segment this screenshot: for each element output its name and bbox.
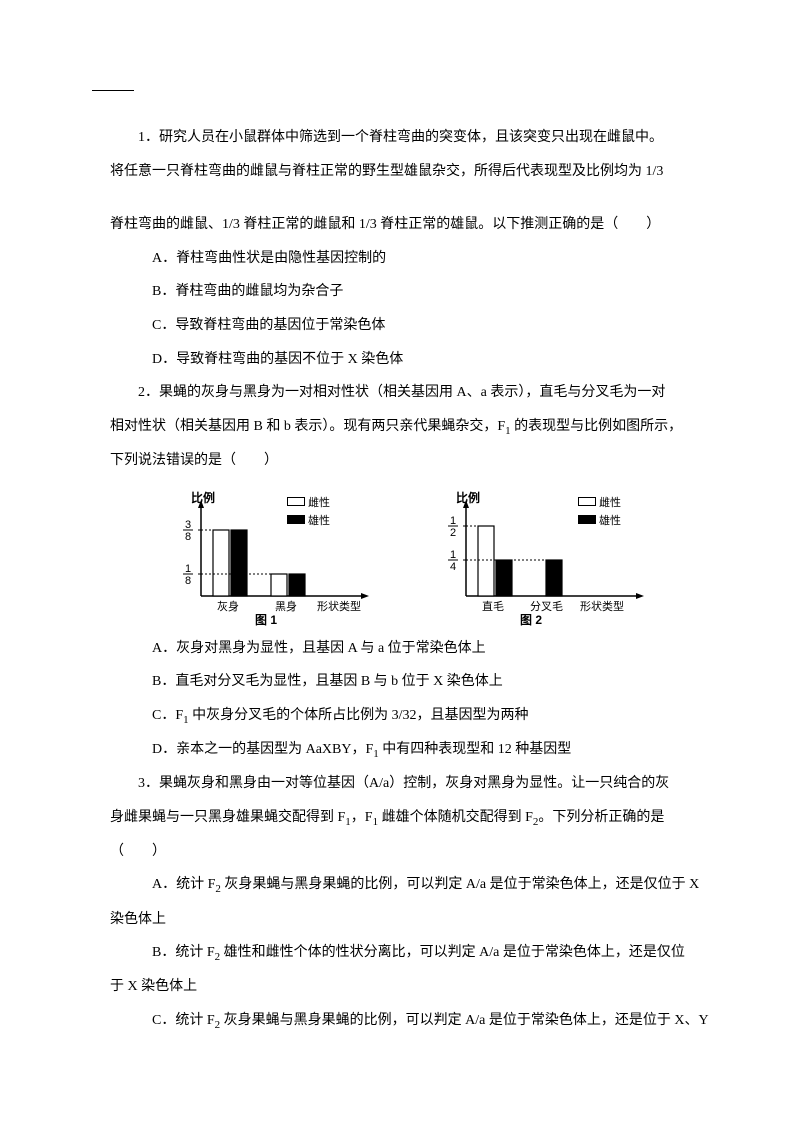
svg-text:形状类型: 形状类型: [580, 599, 624, 613]
q3-opt-a: A．统计 F2 灰身果蝇与黑身果蝇的比例，可以判定 A/a 是位于常染色体上，还…: [110, 868, 710, 902]
chart-row: 雌性 雄性 比例 3 8 1 8: [110, 488, 710, 628]
q3-b-post: 。下列分析正确的是: [538, 810, 664, 825]
q1-stem-2: 将任意一只脊柱弯曲的雌鼠与脊柱正常的野生型雄鼠杂交，所得后代表现型及比例均为 1…: [110, 155, 710, 189]
q2-opt-a: A．灰身对黑身为显性，且基因 A 与 a 位于常染色体上: [110, 632, 710, 666]
top-rule: [92, 90, 134, 91]
q2-opt-b: B．直毛对分叉毛为显性，且基因 B 与 b 位于 X 染色体上: [110, 665, 710, 699]
chart1-legend-f: 雌性: [308, 494, 330, 510]
q3-opt-a-tail: 染色体上: [110, 903, 710, 937]
q3-opt-b-tail: 于 X 染色体上: [110, 970, 710, 1004]
chart2-ylabel: 比例: [456, 490, 480, 505]
q3-b2-post: 雄性和雌性个体的性状分离比，可以判定 A/a 是位于常染色体上，还是仅位: [220, 945, 685, 960]
chart1-legend-m: 雄性: [308, 512, 330, 528]
q2-c-post: 中灰身分叉毛的个体所占比例为 3/32，且基因型为两种: [189, 708, 529, 723]
q3-stem-1: 3．果蝇灰身和黑身由一对等位基因（A/a）控制，灰身对黑身为显性。让一只纯合的灰: [110, 767, 710, 801]
svg-text:3: 3: [185, 519, 191, 531]
svg-text:2: 2: [450, 527, 456, 539]
q2-c-pre: C．F: [152, 708, 183, 723]
svg-text:图 2: 图 2: [520, 613, 542, 627]
svg-text:4: 4: [450, 561, 456, 573]
q2-stem-1: 2．果蝇的灰身与黑身为一对相对性状（相关基因用 A、a 表示），直毛与分叉毛为一…: [110, 376, 710, 410]
q2-stem-2b: 的表现型与比例如图所示，: [511, 419, 683, 434]
q2-stem-3: 下列说法错误的是（ ）: [110, 444, 710, 478]
q2-opt-d: D．亲本之一的基因型为 AaXBY，F1 中有四种表现型和 12 种基因型: [110, 733, 710, 767]
svg-text:图 1: 图 1: [255, 613, 277, 627]
legend-swatch-m-icon: [287, 515, 305, 524]
svg-text:灰身: 灰身: [217, 599, 239, 613]
q1-opt-c: C．导致脊柱弯曲的基因位于常染色体: [110, 309, 710, 343]
q3-b2-pre: B．统计 F: [152, 945, 215, 960]
q3-b-mid2: 雌雄个体随机交配得到 F: [378, 810, 533, 825]
svg-text:黑身: 黑身: [275, 599, 297, 613]
chart2-legend-f: 雌性: [599, 494, 621, 510]
q2-stem-2a: 相对性状（相关基因用 B 和 b 表示）。现有两只亲代果蝇杂交，F: [110, 419, 505, 434]
q2-stem-2: 相对性状（相关基因用 B 和 b 表示）。现有两只亲代果蝇杂交，F1 的表现型与…: [110, 410, 710, 444]
q3-opt-b: B．统计 F2 雄性和雌性个体的性状分离比，可以判定 A/a 是位于常染色体上，…: [110, 936, 710, 970]
svg-text:8: 8: [185, 531, 191, 543]
q1-stem-1: 1．研究人员在小鼠群体中筛选到一个脊柱弯曲的突变体，且该突变只出现在雌鼠中。: [110, 121, 710, 155]
q3-opt-c: C．统计 F2 灰身果蝇与黑身果蝇的比例，可以判定 A/a 是位于常染色体上，还…: [110, 1004, 710, 1038]
svg-text:8: 8: [185, 575, 191, 587]
q3-b-pre: 身雌果蝇与一只黑身雄果蝇交配得到 F: [110, 810, 345, 825]
q1-stem-3: 脊柱弯曲的雌鼠、1/3 脊柱正常的雌鼠和 1/3 脊柱正常的雄鼠。以下推测正确的…: [110, 208, 710, 242]
legend-swatch-f-icon: [287, 497, 305, 506]
q2-d-pre: D．亲本之一的基因型为 AaXBY，F: [152, 742, 373, 757]
q3-c-post: 灰身果蝇与黑身果蝇的比例，可以判定 A/a 是位于常染色体上，还是位于 X、Y: [220, 1013, 708, 1028]
q3-b-mid: ，F: [351, 810, 373, 825]
svg-text:1: 1: [185, 563, 191, 575]
svg-text:分叉毛: 分叉毛: [530, 600, 563, 613]
chart2-svg: 比例 1 2 1 4 直毛 分叉毛 形状类型 图 2: [430, 488, 655, 628]
svg-text:直毛: 直毛: [482, 599, 504, 613]
svg-text:1: 1: [450, 549, 456, 561]
q1-opt-d: D．导致脊柱弯曲的基因不位于 X 染色体: [110, 343, 710, 377]
chart1-svg: 比例 3 8 1 8 灰身 黑身: [165, 488, 390, 628]
q3-stem-3: （ ）: [110, 835, 710, 869]
legend-swatch-m2-icon: [578, 515, 596, 524]
chart2-legend-m: 雄性: [599, 512, 621, 528]
q1-opt-b: B．脊柱弯曲的雌鼠均为杂合子: [110, 275, 710, 309]
svg-text:1: 1: [450, 515, 456, 527]
chart-2: 雌性 雄性 比例 1 2 1 4 直毛: [430, 488, 655, 628]
q3-a-post: 灰身果蝇与黑身果蝇的比例，可以判定 A/a 是位于常染色体上，还是仅位于 X: [221, 877, 699, 892]
chart1-legend: 雌性 雄性: [287, 494, 330, 528]
svg-text:形状类型: 形状类型: [317, 599, 361, 613]
q1-opt-a: A．脊柱弯曲性状是由隐性基因控制的: [110, 242, 710, 276]
q2-opt-c: C．F1 中灰身分叉毛的个体所占比例为 3/32，且基因型为两种: [110, 699, 710, 733]
chart1-ylabel: 比例: [191, 490, 215, 505]
q2-d-post: 中有四种表现型和 12 种基因型: [379, 742, 572, 757]
chart2-legend: 雌性 雄性: [578, 494, 621, 528]
q3-stem-2: 身雌果蝇与一只黑身雄果蝇交配得到 F1，F1 雌雄个体随机交配得到 F2。下列分…: [110, 801, 710, 835]
chart-1: 雌性 雄性 比例 3 8 1 8: [165, 488, 390, 628]
q3-a-pre: A．统计 F: [152, 877, 215, 892]
q3-c-pre: C．统计 F: [152, 1013, 215, 1028]
legend-swatch-f2-icon: [578, 497, 596, 506]
